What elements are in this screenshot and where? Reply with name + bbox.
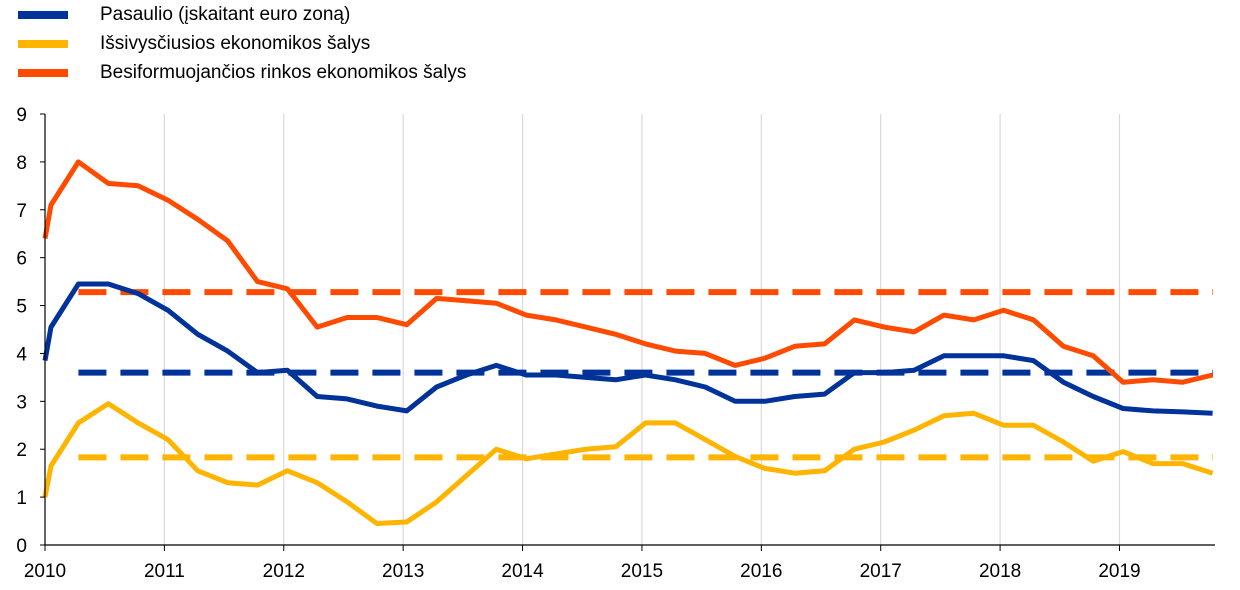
series-line-0: [42, 281, 1213, 416]
x-tick-label: 2011: [144, 561, 185, 582]
legend-swatch-emerging: [18, 69, 68, 77]
y-tick-label: 0: [16, 536, 27, 557]
legend-swatch-advanced: [18, 40, 68, 48]
x-tick-label: 2014: [501, 561, 544, 582]
x-tick-label: 2015: [621, 561, 663, 582]
y-tick-label: 5: [16, 297, 27, 318]
x-tick-label: 2013: [382, 561, 424, 582]
chart-gridlines: [163, 114, 1121, 545]
y-tick-label: 1: [16, 488, 27, 509]
legend-label-world: Pasaulio (įskaitant euro zoną): [100, 4, 351, 25]
y-tick-label: 4: [16, 344, 27, 365]
legend-label-emerging: Besiformuojančios rinkos ekonomikos šaly…: [100, 62, 467, 83]
y-tick-label: 8: [16, 153, 27, 174]
x-tick-label: 2012: [263, 561, 305, 582]
x-tick-label: 2019: [1098, 561, 1140, 582]
chart-axes: [44, 114, 1215, 546]
series-line-2: [42, 159, 1214, 385]
y-tick-label: 7: [16, 201, 27, 222]
legend-swatch-world: [18, 11, 68, 19]
y-axis-ticks: 0 1 2 3 4 5 6 7 8 9: [16, 105, 45, 557]
series-line-1: [42, 401, 1214, 526]
legend-label-advanced: Išsivysčiusios ekonomikos šalys: [100, 33, 371, 54]
y-tick-label: 2: [16, 440, 27, 461]
y-tick-label: 6: [16, 249, 27, 270]
x-tick-label: 2018: [979, 561, 1021, 582]
y-tick-label: 9: [16, 105, 27, 126]
series-lines: [42, 159, 1214, 526]
x-axis-ticks: 2010 2011 2012 2013 2014 2015 2016 2017 2018 2019: [24, 545, 1141, 582]
y-tick-label: 3: [16, 392, 27, 413]
x-tick-label: 2017: [860, 561, 902, 582]
x-tick-label: 2016: [740, 561, 782, 582]
x-tick-label: 2010: [24, 561, 66, 582]
